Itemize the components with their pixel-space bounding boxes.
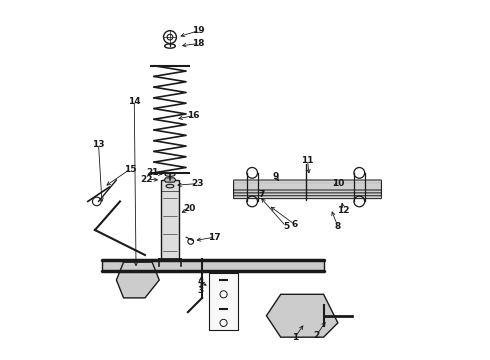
Text: 2: 2 — [313, 331, 319, 340]
Text: 12: 12 — [337, 206, 349, 215]
Text: 16: 16 — [187, 111, 199, 120]
Bar — [209, 273, 238, 330]
Text: 13: 13 — [92, 140, 105, 149]
Text: 1: 1 — [292, 333, 298, 342]
Text: 5: 5 — [283, 222, 289, 231]
Polygon shape — [164, 178, 176, 182]
Text: 8: 8 — [335, 222, 341, 231]
FancyBboxPatch shape — [234, 189, 381, 199]
Text: 11: 11 — [301, 156, 314, 165]
Polygon shape — [117, 262, 159, 298]
Text: 14: 14 — [128, 97, 141, 106]
FancyBboxPatch shape — [234, 186, 381, 196]
FancyBboxPatch shape — [234, 180, 381, 190]
Text: 23: 23 — [192, 179, 204, 188]
Text: 10: 10 — [332, 179, 344, 188]
FancyBboxPatch shape — [161, 180, 179, 258]
Text: 4: 4 — [197, 277, 203, 286]
Text: 9: 9 — [272, 172, 278, 181]
Polygon shape — [267, 294, 338, 337]
Text: 6: 6 — [292, 220, 298, 229]
Text: 19: 19 — [192, 26, 205, 35]
Text: 22: 22 — [141, 175, 153, 184]
Text: 17: 17 — [208, 233, 221, 242]
Text: 15: 15 — [123, 165, 136, 174]
Ellipse shape — [166, 184, 174, 188]
Text: 3: 3 — [197, 286, 203, 295]
Bar — [102, 260, 323, 271]
Text: 7: 7 — [258, 190, 264, 199]
Text: 18: 18 — [192, 39, 205, 48]
Text: 20: 20 — [183, 204, 196, 213]
Ellipse shape — [165, 173, 175, 176]
Text: 21: 21 — [146, 168, 158, 177]
FancyBboxPatch shape — [234, 183, 381, 193]
